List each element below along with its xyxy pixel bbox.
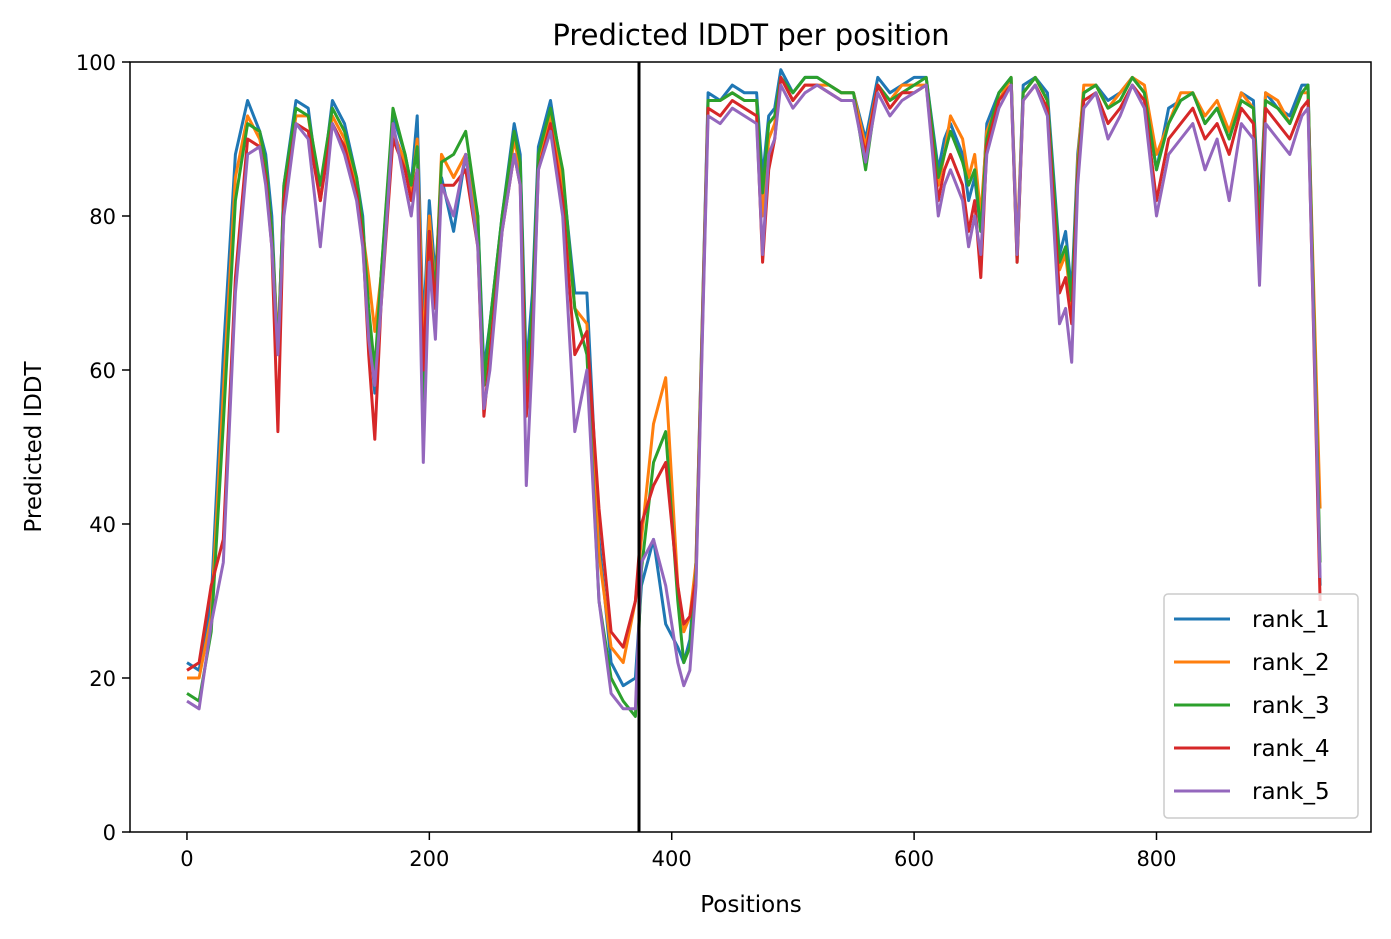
y-tick-label: 60 <box>89 359 116 383</box>
series-layer <box>186 68 1322 718</box>
y-tick-label: 100 <box>76 51 116 75</box>
series-line-rank_4 <box>186 75 1322 672</box>
x-tick-label: 400 <box>652 847 692 871</box>
y-tick-label: 80 <box>89 205 116 229</box>
chart-title: Predicted lDDT per position <box>552 18 949 52</box>
legend: rank_1 rank_2 rank_3 rank_4 rank_5 <box>1163 593 1359 819</box>
legend-label-rank_5: rank_5 <box>1252 779 1330 805</box>
y-axis: 0 20 40 60 80 100 <box>76 51 130 845</box>
y-axis-label: Predicted lDDT <box>21 360 47 532</box>
series-line-rank_5 <box>186 83 1322 711</box>
legend-label-rank_4: rank_4 <box>1252 736 1330 762</box>
x-tick-label: 200 <box>409 847 449 871</box>
legend-label-rank_1: rank_1 <box>1252 607 1330 633</box>
x-axis-label: Positions <box>700 892 802 918</box>
y-tick-label: 20 <box>89 667 116 691</box>
legend-frame <box>1163 593 1359 819</box>
legend-label-rank_2: rank_2 <box>1252 650 1330 676</box>
y-tick-label: 40 <box>89 513 116 537</box>
x-tick-label: 600 <box>894 847 934 871</box>
plot-frame <box>129 61 1372 833</box>
series-line-rank_3 <box>186 75 1322 718</box>
x-tick-label: 800 <box>1136 847 1176 871</box>
x-axis: 0 200 400 600 800 <box>180 832 1177 871</box>
x-tick-label: 0 <box>180 847 193 871</box>
y-tick-label: 0 <box>103 821 116 845</box>
legend-label-rank_3: rank_3 <box>1252 693 1330 719</box>
